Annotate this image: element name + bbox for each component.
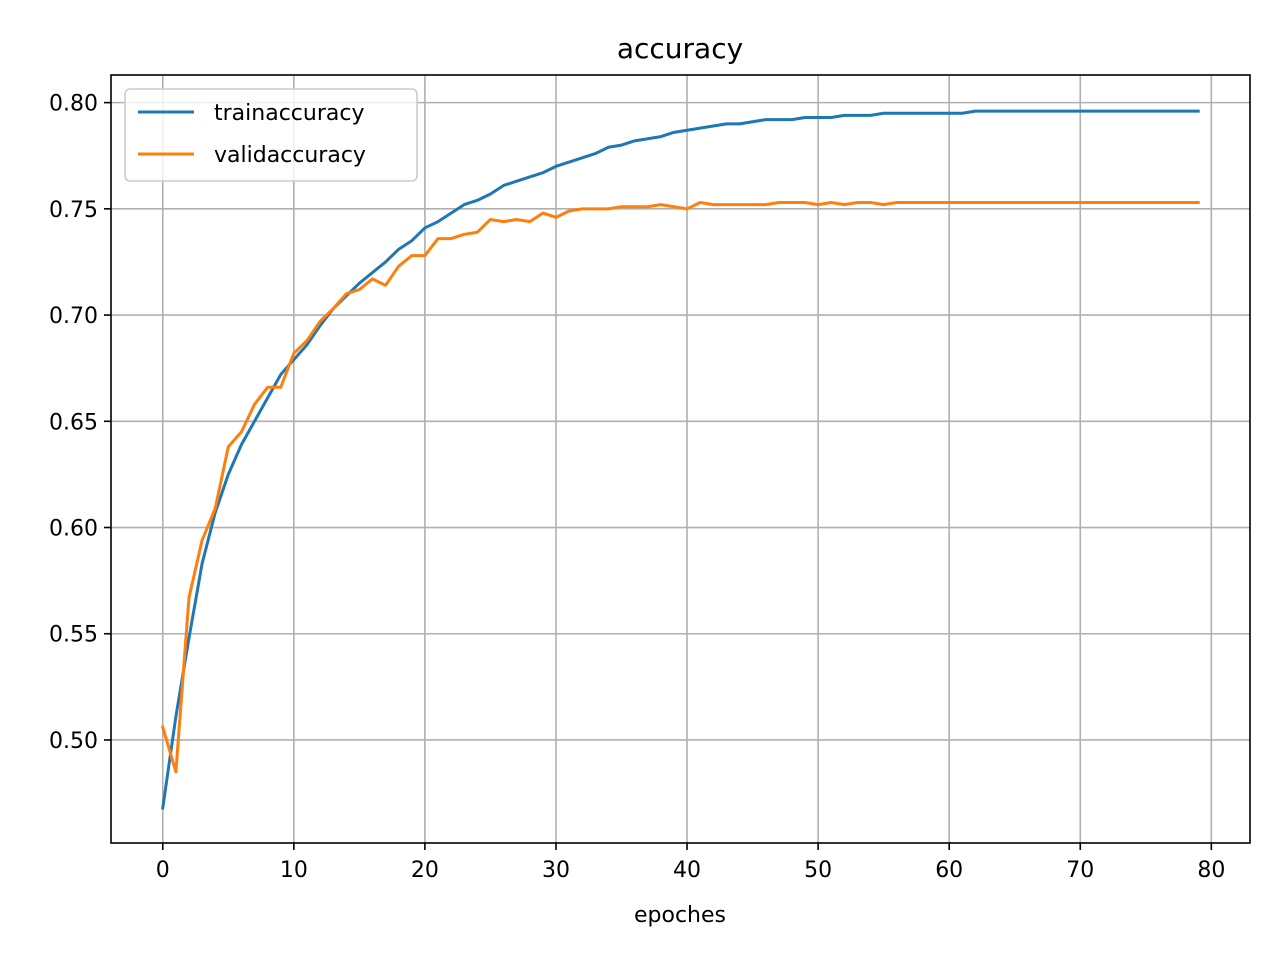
y-tick-label: 0.65 xyxy=(49,410,98,435)
x-axis: 0 10 20 30 40 50 60 70 80 xyxy=(156,843,1225,883)
x-axis-label: epoches xyxy=(634,903,726,928)
series-line-validaccuracy xyxy=(160,200,1200,774)
legend-label-validaccuracy: validaccuracy xyxy=(214,143,366,168)
y-tick-label: 0.80 xyxy=(49,92,98,117)
y-axis: 0.50 0.55 0.60 0.65 0.70 0.75 0.80 xyxy=(49,92,111,754)
legend: trainaccuracy validaccuracy xyxy=(124,88,418,182)
y-tick-label: 0.50 xyxy=(49,729,98,754)
x-tick-label: 50 xyxy=(804,858,832,883)
chart-title: accuracy xyxy=(617,32,743,65)
x-tick-label: 20 xyxy=(411,858,439,883)
legend-box xyxy=(124,88,418,182)
series-layer xyxy=(160,109,1200,810)
y-tick-label: 0.60 xyxy=(49,517,98,542)
x-tick-label: 10 xyxy=(280,858,308,883)
x-tick-label: 80 xyxy=(1197,858,1225,883)
legend-label-trainaccuracy: trainaccuracy xyxy=(214,101,364,126)
x-tick-label: 60 xyxy=(935,858,963,883)
x-tick-label: 40 xyxy=(673,858,701,883)
x-tick-label: 30 xyxy=(542,858,570,883)
y-tick-label: 0.75 xyxy=(49,198,98,223)
plot-frame xyxy=(110,74,1251,844)
y-tick-label: 0.70 xyxy=(49,304,98,329)
x-tick-label: 0 xyxy=(156,858,170,883)
y-tick-label: 0.55 xyxy=(49,623,98,648)
x-tick-label: 70 xyxy=(1066,858,1094,883)
